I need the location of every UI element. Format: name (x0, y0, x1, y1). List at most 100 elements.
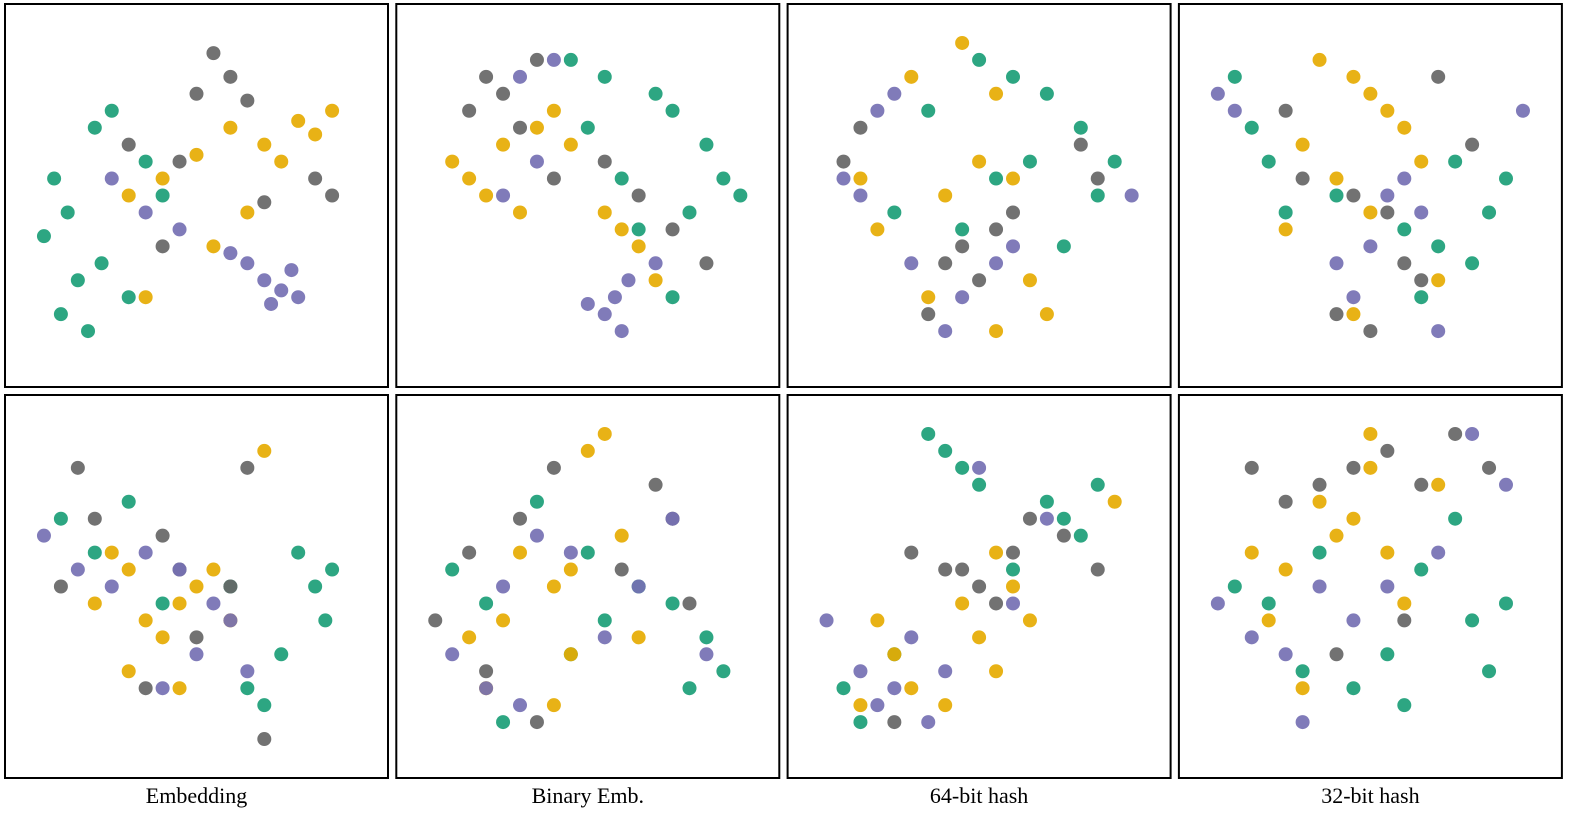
point (607, 290, 622, 305)
point (445, 647, 460, 662)
point (60, 205, 75, 220)
point (206, 46, 221, 61)
point (1363, 426, 1378, 441)
point (104, 579, 119, 594)
point (1261, 613, 1276, 628)
point (682, 205, 697, 220)
point (240, 256, 255, 271)
point (70, 562, 85, 577)
point (1414, 562, 1429, 577)
point (648, 477, 663, 492)
point (1261, 596, 1276, 611)
point (257, 443, 272, 458)
point (1380, 103, 1395, 118)
point (1278, 647, 1293, 662)
point (1397, 120, 1412, 135)
point (972, 460, 987, 475)
point (1346, 307, 1361, 322)
point (1227, 579, 1242, 594)
point (513, 545, 527, 560)
point (138, 154, 153, 169)
panel-frame (1177, 3, 1563, 388)
point (1090, 171, 1105, 186)
point (665, 596, 680, 611)
point (513, 69, 527, 84)
panel-frame (4, 3, 389, 388)
point (172, 681, 187, 696)
point (1515, 103, 1530, 118)
point (563, 647, 578, 662)
point (699, 647, 714, 662)
point (887, 715, 902, 730)
point (223, 69, 238, 84)
point (257, 137, 272, 152)
point (836, 154, 851, 169)
point (1329, 307, 1344, 322)
point (921, 103, 936, 118)
point (240, 205, 255, 220)
point (921, 290, 936, 305)
point (223, 120, 238, 135)
point (1278, 222, 1293, 237)
point (631, 239, 646, 254)
point (1107, 494, 1122, 509)
point (1380, 205, 1395, 220)
point (1363, 205, 1378, 220)
point (870, 222, 885, 237)
point (853, 171, 868, 186)
point (138, 613, 153, 628)
point (121, 664, 136, 679)
point (529, 715, 544, 730)
point (240, 681, 255, 696)
point (496, 86, 511, 101)
point (496, 715, 511, 730)
point (955, 460, 970, 475)
point (1312, 579, 1327, 594)
point (1397, 256, 1412, 271)
panel-frame (395, 3, 781, 388)
point (70, 460, 85, 475)
point (614, 528, 629, 543)
point (291, 290, 306, 305)
point (1465, 137, 1480, 152)
point (1431, 239, 1446, 254)
point (1039, 307, 1054, 322)
point (716, 171, 731, 186)
point (546, 171, 561, 186)
point (972, 630, 987, 645)
point (223, 613, 238, 628)
point (1022, 511, 1037, 526)
point (1056, 239, 1071, 254)
point (546, 103, 561, 118)
point (223, 246, 238, 261)
point (887, 681, 902, 696)
point (938, 443, 953, 458)
point (904, 630, 919, 645)
point (870, 698, 885, 713)
point (1278, 494, 1293, 509)
point (563, 562, 578, 577)
point (1312, 494, 1327, 509)
point (462, 545, 477, 560)
point (631, 188, 646, 203)
point (36, 229, 51, 244)
point (53, 511, 68, 526)
point (121, 494, 136, 509)
point (325, 188, 340, 203)
point (989, 86, 1004, 101)
point (597, 630, 612, 645)
point (870, 103, 885, 118)
point (264, 296, 279, 311)
point (580, 296, 595, 311)
point (1329, 171, 1344, 186)
point (318, 613, 333, 628)
point (1295, 137, 1310, 152)
point (1006, 545, 1020, 560)
point (1363, 239, 1378, 254)
point (1363, 324, 1378, 339)
point (479, 69, 494, 84)
point (529, 528, 544, 543)
point (853, 698, 868, 713)
point (274, 283, 289, 298)
point (682, 681, 697, 696)
